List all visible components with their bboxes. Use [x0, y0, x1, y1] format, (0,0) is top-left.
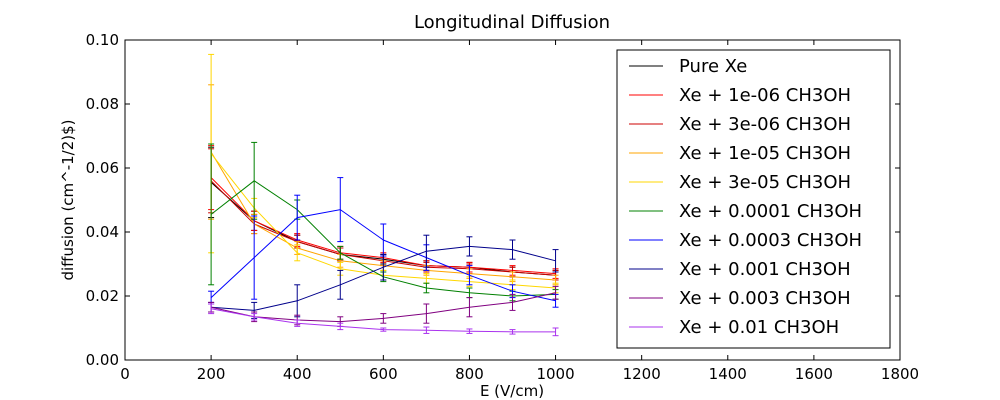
series-9 [208, 303, 559, 337]
y-tick-label: 0.08 [86, 95, 119, 113]
legend-label: Xe + 0.0001 CH3OH [679, 201, 862, 222]
x-tick-label: 1000 [536, 365, 574, 383]
y-tick-label: 0.00 [86, 351, 119, 369]
y-tick-label: 0.06 [86, 159, 119, 177]
x-tick-label: 1600 [795, 365, 833, 383]
legend-label: Pure Xe [679, 56, 747, 77]
legend-label: Xe + 0.003 CH3OH [679, 288, 851, 309]
series-7 [208, 234, 559, 319]
x-axis-label: E (V/cm) [480, 382, 544, 400]
y-tick-label: 0.10 [86, 31, 119, 49]
x-tick-label: 1200 [623, 365, 661, 383]
legend-label: Xe + 0.001 CH3OH [679, 259, 851, 280]
legend-label: Xe + 0.0003 CH3OH [679, 230, 862, 251]
y-axis-label: diffusion (cm^-1/2)$) [59, 119, 77, 280]
legend-label: Xe + 1e-06 CH3OH [679, 85, 851, 106]
legend-label: Xe + 3e-06 CH3OH [679, 114, 851, 135]
y-tick-label: 0.04 [86, 223, 119, 241]
axes: 0 200 400 600 800 1000 1200 1400 1600 1800 0.00 0.0… [86, 31, 920, 383]
series-line [211, 245, 556, 311]
x-tick-label: 200 [197, 365, 226, 383]
x-tick-label: 800 [455, 365, 484, 383]
x-tick-label: 0 [120, 365, 130, 383]
series-line [211, 292, 556, 323]
legend: Pure Xe Xe + 1e-06 CH3OH Xe + 3e-06 CH3OH X… [616, 49, 891, 349]
plot-frame [124, 39, 901, 361]
legend-label: Xe + 1e-05 CH3OH [679, 143, 851, 164]
y-tick-label: 0.02 [86, 287, 119, 305]
legend-label: Xe + 3e-05 CH3OH [679, 172, 851, 193]
series-line [211, 308, 556, 333]
chart-title: Longitudinal Diffusion [414, 12, 610, 33]
plot-area [208, 53, 559, 337]
x-tick-label: 400 [283, 365, 312, 383]
x-tick-label: 1400 [709, 365, 747, 383]
x-tick-label: 600 [369, 365, 398, 383]
series-line [210, 209, 556, 302]
x-tick-label: 1800 [881, 365, 919, 383]
series-8 [208, 285, 559, 327]
legend-label: Xe + 0.01 CH3OH [679, 317, 839, 338]
